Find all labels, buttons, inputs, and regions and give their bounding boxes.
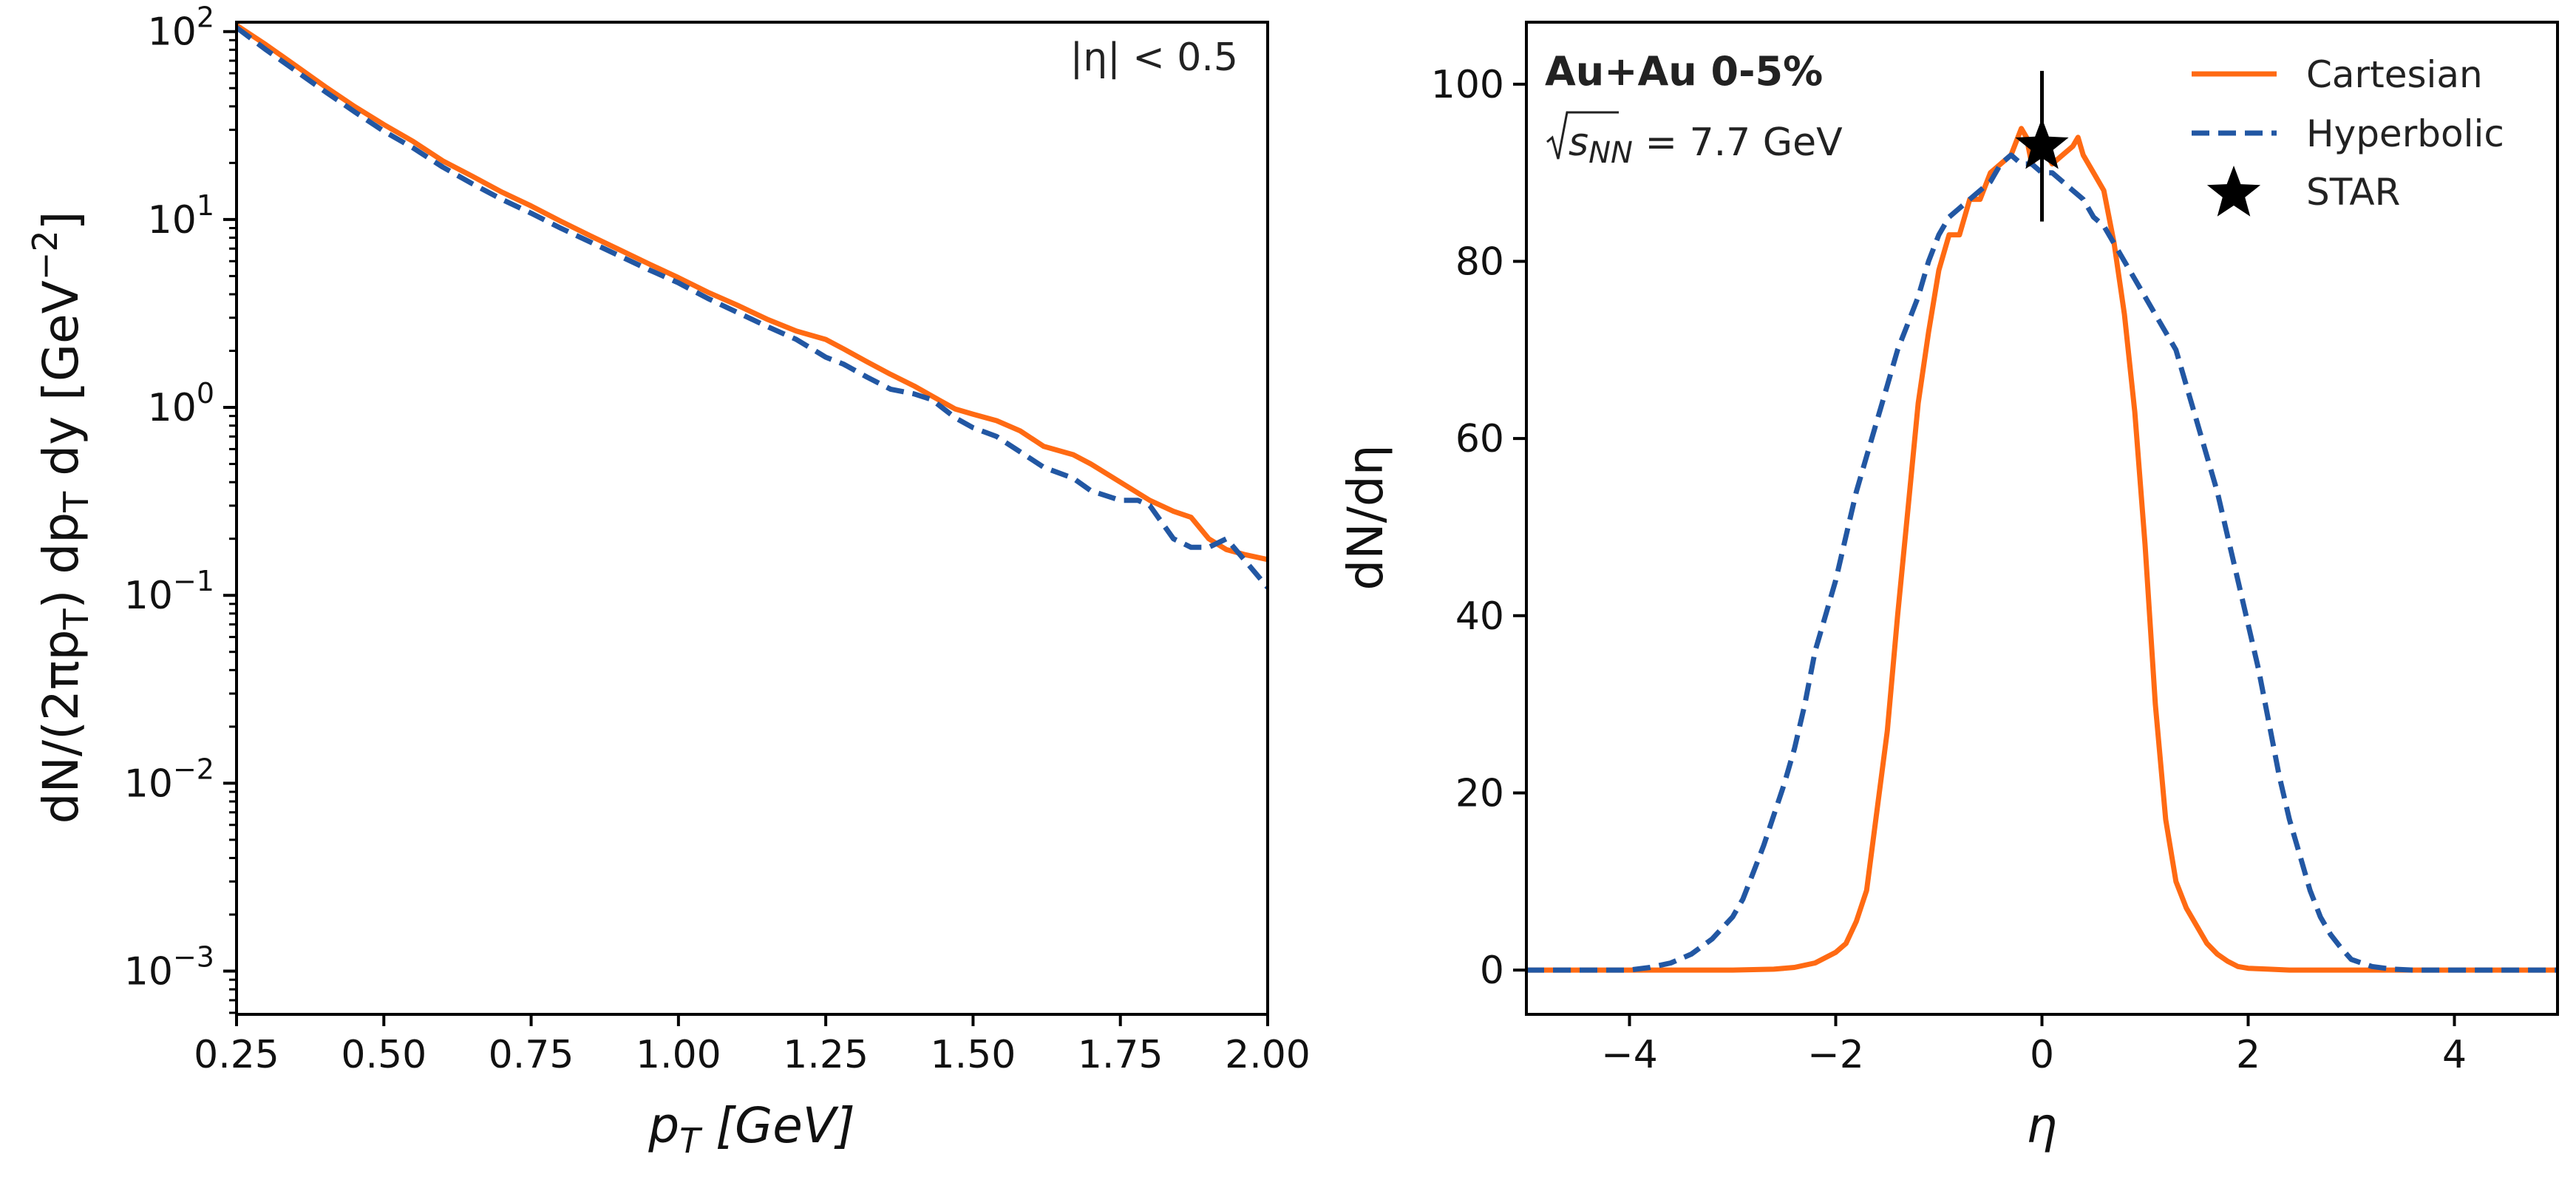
left-x-axis-label: pT [GeV] [648, 1097, 854, 1161]
sqrt-symbol [1546, 111, 1619, 160]
svg-text:sNN = 7.7 GeV: sNN = 7.7 GeV [1569, 121, 1843, 170]
left-panel-pt-spectrum: 0.25 0.50 0.75 1.00 1.25 1.50 1.75 2.00 102 101 10… [25, 1, 1311, 1161]
left-x-tick-label: 1.00 [636, 1033, 721, 1077]
legend-label-cartesian: Cartesian [2306, 53, 2483, 96]
left-series-cartesian [237, 23, 1268, 563]
right-y-tick-label: 100 [1431, 63, 1504, 107]
right-x-tick-label: 0 [2030, 1033, 2054, 1077]
left-x-tick-label: 1.75 [1078, 1033, 1163, 1077]
left-y-label-pre: dN/(2πp [33, 630, 89, 824]
legend-label-star: STAR [2306, 171, 2400, 214]
right-y-tick-label: 80 [1455, 240, 1504, 285]
left-y-tick-label: 102 [148, 1, 214, 55]
right-y-tick-label: 0 [1480, 949, 1504, 993]
right-x-tick-label: 2 [2236, 1033, 2260, 1077]
left-y-tick-label: 10−2 [124, 753, 214, 806]
collision-energy-annotation: sNN = 7.7 GeV [1546, 111, 1843, 170]
left-y-tick-label: 100 [148, 377, 214, 430]
left-x-label-sub: T [679, 1121, 703, 1161]
left-series-hyperbolic [237, 25, 1268, 589]
legend-label-hyperbolic: Hyperbolic [2306, 112, 2504, 155]
left-x-tick-label: 2.00 [1225, 1033, 1311, 1077]
right-plot-frame [1525, 21, 2559, 1016]
collision-system-annotation: Au+Au 0-5% [1545, 48, 1823, 95]
left-plot-frame [235, 21, 1269, 1016]
left-x-tick-label: 0.50 [341, 1033, 426, 1077]
left-lines [237, 23, 1268, 589]
right-y-tick-label: 40 [1455, 594, 1504, 639]
left-y-axis-label: dN/(2πpT) dpT dy [GeV−2] [25, 211, 96, 824]
left-y-tick-label: 10−1 [124, 565, 214, 618]
left-y-tick-label: 10−3 [124, 941, 214, 994]
left-x-label-var: p [648, 1097, 679, 1154]
right-y-axis-label: dN/dη [1337, 444, 1394, 590]
left-ticks: 0.25 0.50 0.75 1.00 1.25 1.50 1.75 2.00 102 101 10… [124, 1, 1311, 1077]
left-x-tick-label: 0.25 [194, 1033, 279, 1077]
right-series-hyperbolic [1526, 152, 2558, 973]
left-x-label-unit: [GeV] [716, 1097, 854, 1154]
right-series-cartesian [1526, 126, 2558, 973]
right-lines [1526, 126, 2558, 973]
left-eta-cut-annotation: |η| < 0.5 [1070, 35, 1238, 80]
left-y-tick-label: 101 [148, 189, 214, 242]
left-x-tick-label: 1.50 [931, 1033, 1016, 1077]
right-x-tick-label: −2 [1807, 1033, 1864, 1077]
right-x-tick-label: −4 [1601, 1033, 1658, 1077]
right-y-tick-label: 20 [1455, 771, 1504, 815]
right-x-axis-label: η [2026, 1097, 2057, 1154]
star-data-point [2015, 70, 2069, 222]
right-x-tick-label: 4 [2442, 1033, 2467, 1077]
left-x-tick-label: 0.75 [489, 1033, 574, 1077]
left-x-tick-label: 1.25 [783, 1033, 869, 1077]
legend: Cartesian Hyperbolic STAR [2192, 53, 2504, 217]
right-y-tick-label: 60 [1455, 417, 1504, 461]
legend-star-icon [2206, 166, 2261, 217]
star-marker [2015, 118, 2069, 169]
